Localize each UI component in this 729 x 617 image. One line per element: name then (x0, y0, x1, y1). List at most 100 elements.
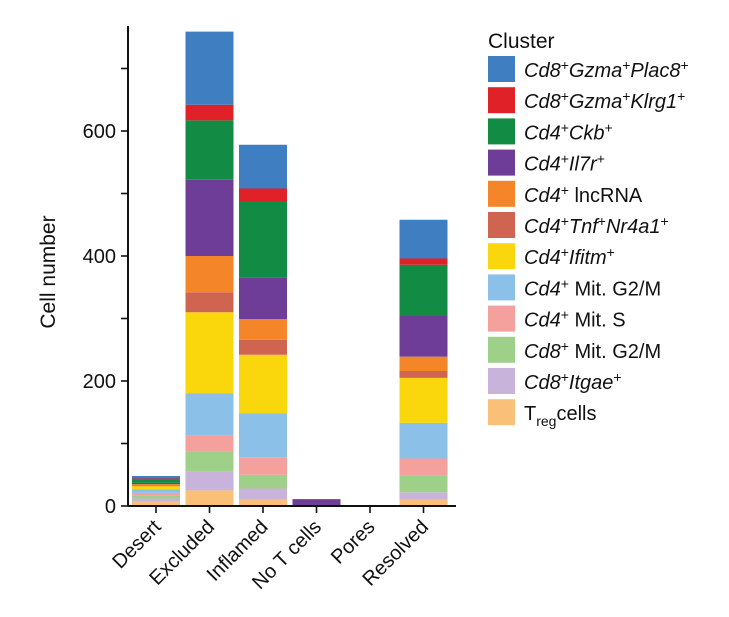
legend-swatch (488, 399, 515, 426)
bar-segment-cd8_plac8 (239, 144, 287, 189)
bar-segment-cd4_il7r (239, 277, 287, 320)
legend-item-cd4_il7r: Cd4+Il7r+ (488, 149, 605, 176)
bar-segment-treg (239, 499, 287, 506)
y-axis: 0 200 400 600 (83, 26, 129, 518)
legend-item-cd4_s: Cd4+ Mit. S (488, 305, 626, 332)
legend-item-treg: Tregcells (488, 399, 596, 429)
bar-segment-cd4_lncrna (399, 356, 448, 371)
legend-label: Cd4+Ifitm+ (524, 244, 615, 269)
bar-stack-inflamed (239, 144, 287, 506)
bar-segment-cd8_g2m (239, 474, 287, 489)
legend-item-cd4_ifitm: Cd4+Ifitm+ (488, 243, 615, 270)
legend-label: Cd8+Gzma+Plac8+ (524, 57, 689, 82)
bar-segment-cd4_s (185, 435, 234, 452)
bar-segment-cd8_plac8 (132, 476, 180, 479)
legend-swatch (488, 118, 515, 145)
legend-label: Cd4+Tnf+Nr4a1+ (524, 213, 669, 238)
bar-segment-cd4_ifitm (132, 486, 180, 490)
bar-segment-treg (185, 490, 234, 506)
y-tick-label: 600 (83, 121, 116, 143)
legend-item-cd8_klrg1: Cd8+Gzma+Klrg1+ (488, 87, 685, 114)
legend-swatch (488, 180, 515, 207)
bar-segment-cd8_g2m (399, 475, 448, 493)
bar-segment-cd4_ifitm (399, 377, 448, 423)
bar-segment-cd4_s (132, 492, 180, 496)
bar-segment-cd4_s (399, 458, 448, 476)
bar-segment-cd4_il7r (399, 316, 448, 357)
bar-segment-cd8_klrg1 (399, 258, 448, 265)
bar-segment-treg (132, 501, 180, 506)
legend-swatch (488, 149, 515, 176)
bar-segment-cd4_il7r (292, 499, 341, 506)
bar-segment-cd4_ckb (399, 264, 448, 316)
bar-stacks (132, 31, 448, 507)
legend-swatch (488, 212, 515, 238)
bar-segment-cd4_g2m (132, 489, 180, 493)
bar-segment-cd8_g2m (132, 495, 180, 499)
legend-item-cd4_ckb: Cd4+Ckb+ (488, 118, 613, 145)
bar-segment-cd4_ckb (239, 201, 287, 278)
legend-label: Tregcells (524, 403, 596, 429)
bar-segment-cd4_g2m (185, 393, 234, 436)
legend-label: Cd4+ Mit. S (524, 307, 626, 332)
bar-stack-excluded (185, 31, 234, 506)
bar-segment-cd4_tnf (132, 485, 180, 487)
legend-label: Cd4+ Mit. G2/M (524, 275, 661, 300)
bar-segment-cd4_s (239, 457, 287, 475)
y-tick-label: 200 (83, 371, 116, 393)
y-tick-label: 0 (105, 496, 116, 518)
legend-swatch (488, 336, 515, 363)
legend-item-cd4_g2m: Cd4+ Mit. G2/M (488, 274, 661, 301)
legend-swatch (488, 56, 515, 82)
bar-stack-resolved (399, 219, 448, 506)
bar-segment-cd8_g2m (185, 451, 234, 472)
legend-item-cd4_tnf: Cd4+Tnf+Nr4a1+ (488, 212, 669, 238)
bar-segment-cd4_tnf (185, 292, 234, 313)
bar-segment-cd8_plac8 (399, 219, 448, 259)
bar-segment-cd4_lncrna (239, 319, 287, 340)
y-axis-title: Cell number (37, 215, 60, 328)
bar-segment-cd4_lncrna (185, 256, 234, 293)
bar-segment-cd4_ifitm (239, 354, 287, 414)
bar-stack-desert (132, 476, 180, 506)
legend-item-cd8_g2m: Cd8+ Mit. G2/M (488, 336, 661, 363)
legend: Cluster Cd8+Gzma+Plac8+ Cd8+Gzma+Klrg1+ Cd… (488, 30, 689, 429)
legend-item-cd8_plac8: Cd8+Gzma+Plac8+ (488, 56, 689, 82)
bar-segment-cd4_il7r (132, 482, 180, 485)
bar-segment-cd8_itgae (132, 498, 180, 502)
legend-swatch (488, 243, 515, 270)
bar-segment-cd4_ifitm (185, 312, 234, 394)
bar-segment-cd8_klrg1 (185, 104, 234, 121)
bar-segment-cd4_tnf (399, 371, 448, 378)
bar-segment-cd4_tnf (239, 339, 287, 355)
legend-swatch (488, 368, 515, 394)
bar-segment-cd8_klrg1 (132, 478, 180, 480)
legend-swatch (488, 87, 515, 114)
bar-segment-cd4_g2m (239, 413, 287, 458)
legend-swatch (488, 305, 515, 332)
legend-label: Cd8+Itgae+ (524, 369, 622, 394)
legend-label: Cd8+Gzma+Klrg1+ (524, 88, 685, 113)
legend-label: Cd8+ Mit. G2/M (524, 338, 661, 363)
bar-segment-cd8_itgae (185, 471, 234, 491)
bar-segment-cd8_itgae (239, 488, 287, 500)
bar-segment-treg (399, 499, 448, 506)
legend-label: Cd4+ lncRNA (524, 182, 643, 207)
y-tick-label: 400 (83, 246, 116, 268)
legend-label: Cd4+Il7r+ (524, 151, 605, 176)
legend-title: Cluster (488, 30, 555, 53)
bar-segment-cd4_ckb (132, 479, 180, 483)
bar-segment-cd4_il7r (185, 179, 234, 256)
bar-segment-cd8_klrg1 (239, 188, 287, 201)
bar-segment-cd8_itgae (399, 492, 448, 500)
bar-segment-cd4_ckb (185, 120, 234, 180)
legend-item-cd8_itgae: Cd8+Itgae+ (488, 368, 622, 394)
legend-swatch (488, 274, 515, 301)
legend-label: Cd4+Ckb+ (524, 119, 613, 144)
bar-segment-cd4_lncrna (132, 484, 180, 486)
legend-item-cd4_lncrna: Cd4+ lncRNA (488, 180, 643, 207)
bar-segment-cd8_plac8 (185, 31, 234, 105)
bar-segment-cd4_g2m (399, 422, 448, 459)
